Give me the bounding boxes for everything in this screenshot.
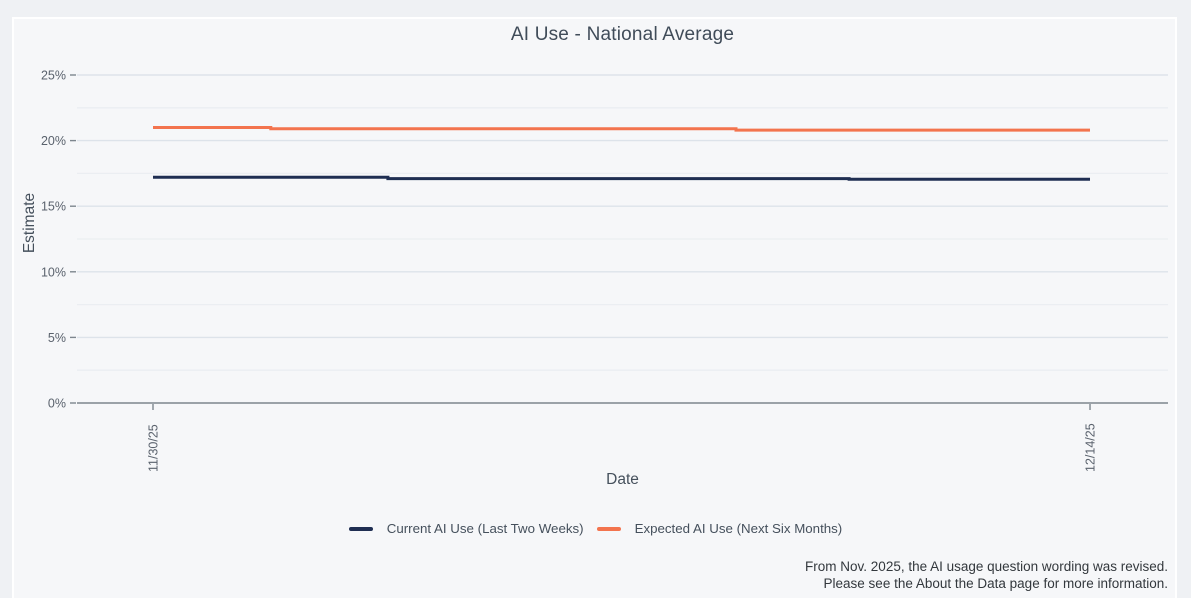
y-tick-label: 0% <box>48 397 66 411</box>
legend-label-current-ai-use: Current AI Use (Last Two Weeks) <box>386 521 584 536</box>
footnote-line-1: From Nov. 2025, the AI usage question wo… <box>805 559 1168 574</box>
legend-swatch-current-ai-use <box>348 526 373 531</box>
chart-title: AI Use - National Average <box>510 24 735 45</box>
y-tick-label: 15% <box>41 200 66 214</box>
footnote-line-2: Please see the About the Data page for m… <box>823 576 1168 591</box>
x-tick-label: 11/30/25 <box>147 424 161 472</box>
y-tick-label: 10% <box>41 265 66 279</box>
chart-card <box>12 17 1177 598</box>
series-line-current-ai-use <box>153 175 1090 181</box>
legend-item-current-ai-use: Current AI Use (Last Two Weeks) <box>348 521 584 536</box>
y-tick-label: 5% <box>48 331 66 345</box>
y-axis-title: Estimate <box>21 193 38 253</box>
legend-swatch-expected-ai-use <box>596 526 621 531</box>
chart-legend: Current AI Use (Last Two Weeks) Expected … <box>0 521 1191 536</box>
x-tick-label: 12/14/25 <box>1084 423 1098 472</box>
legend-label-expected-ai-use: Expected AI Use (Next Six Months) <box>634 521 843 536</box>
series-line-expected-ai-use <box>153 126 1090 132</box>
y-tick-label: 20% <box>41 134 66 148</box>
y-tick-label: 25% <box>41 69 66 83</box>
x-axis-title: Date <box>606 471 639 488</box>
chart-footnote: From Nov. 2025, the AI usage question wo… <box>805 558 1168 592</box>
legend-item-expected-ai-use: Expected AI Use (Next Six Months) <box>596 521 843 536</box>
